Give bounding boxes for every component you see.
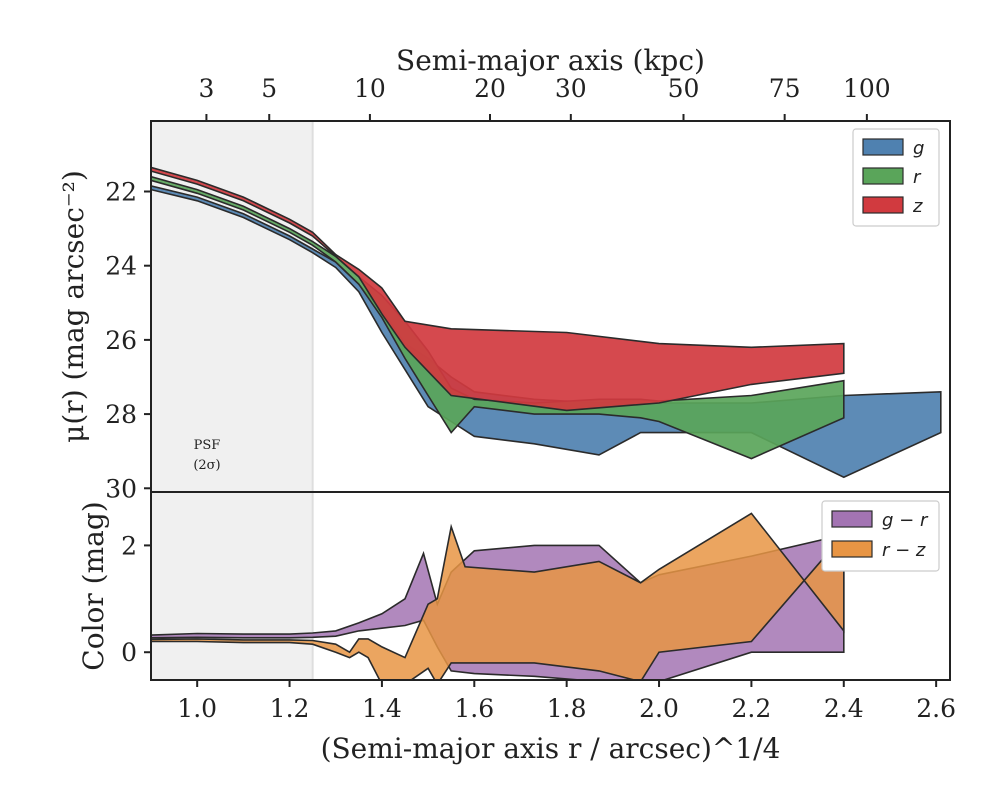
y-tick-label: 28 (105, 400, 137, 429)
top-axis-label: Semi-major axis (kpc) (396, 44, 705, 77)
bottom-y-ticks: 02 (121, 531, 151, 667)
bottom-x-axis-label: (Semi-major axis r / arcsec)^1/4 (321, 732, 781, 765)
bottom-legend: g − r r − z (821, 500, 940, 572)
x-tick-label: 1.8 (547, 694, 587, 723)
x-tick-label: 2.0 (639, 694, 679, 723)
x-tick-label: 1.6 (454, 694, 494, 723)
x-tick-label: 2.4 (824, 694, 864, 723)
x-tick-label: 2.6 (916, 694, 956, 723)
psf-shaded-region-color (151, 492, 313, 680)
kpc-tick-label: 20 (474, 74, 506, 103)
kpc-tick-label: 30 (555, 74, 587, 103)
bottom-y-axis-label: Color (mag) (77, 501, 110, 670)
top-legend: grz (852, 128, 940, 227)
psf-shaded-region (151, 121, 313, 492)
kpc-tick-label: 50 (668, 74, 700, 103)
kpc-tick-label: 75 (769, 74, 801, 103)
y-tick-label: 2 (121, 531, 137, 560)
y-tick-label: 0 (121, 638, 137, 667)
legend-swatch (862, 196, 904, 214)
kpc-tick-label: 5 (261, 74, 277, 103)
surface-brightness-series (151, 166, 942, 479)
y-tick-label: 26 (105, 326, 137, 355)
legend-swatch (862, 138, 904, 156)
legend-label: z (912, 196, 923, 217)
y-tick-label: 30 (105, 474, 137, 503)
kpc-tick-label: 3 (198, 74, 214, 103)
surface-brightness-panel: 22 24 26 28 30 3 5 10 20 30 50 75 100 PSF (2σ) grz (105, 74, 951, 503)
top-y-axis-label: μ(r) (mag arcsec⁻²) (57, 170, 90, 443)
x-tick-label: 2.2 (732, 694, 772, 723)
kpc-tick-label: 100 (843, 74, 891, 103)
top-y-ticks: 22 24 26 28 30 (105, 177, 151, 503)
legend-label: g (913, 138, 924, 159)
psf-label-line1: PSF (194, 438, 221, 453)
x-tick-label: 1.2 (270, 694, 310, 723)
legend-swatch (831, 540, 873, 558)
psf-label-line2: (2σ) (193, 458, 220, 473)
y-tick-label: 22 (105, 177, 137, 206)
color-panel: 02 1.0 1.2 1.4 1.6 1.8 2.0 2.2 2.4 2.6 g − rr − … (121, 491, 956, 723)
legend-label: g − r (882, 510, 929, 531)
kpc-tick-label: 10 (354, 74, 386, 103)
legend-label: r − z (882, 540, 926, 561)
legend-label: r (913, 167, 922, 188)
y-tick-label: 24 (105, 252, 137, 281)
bottom-x-ticks: 1.0 1.2 1.4 1.6 1.8 2.0 2.2 2.4 2.6 (177, 680, 956, 723)
band-z (151, 166, 845, 412)
legend-swatch (862, 167, 904, 185)
legend-swatch (831, 510, 873, 528)
x-tick-label: 1.4 (362, 694, 402, 723)
kpc-ticks: 3 5 10 20 30 50 75 100 (198, 74, 891, 121)
bottom-panel-frame (150, 491, 951, 681)
x-tick-label: 1.0 (177, 694, 217, 723)
